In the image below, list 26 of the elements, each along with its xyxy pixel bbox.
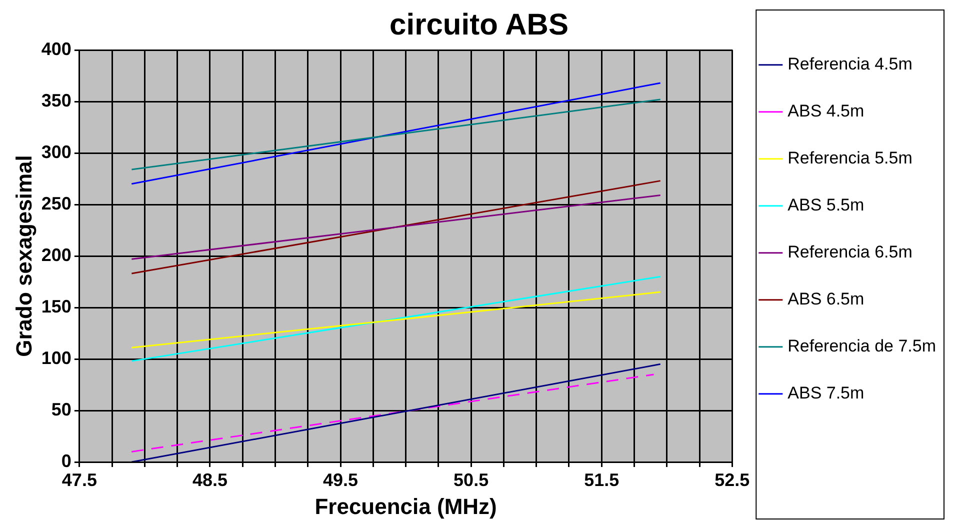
y-axis-title: Grado sexagesimal	[11, 155, 36, 357]
y-tick-label: 50	[51, 399, 72, 420]
y-tick-label: 0	[61, 450, 72, 471]
x-tick-label: 52.5	[714, 470, 750, 490]
legend-label: Referencia 4.5m	[788, 54, 912, 74]
legend-label: ABS 7.5m	[788, 384, 864, 403]
legend-label: ABS 6.5m	[788, 290, 864, 309]
y-tick-label: 250	[41, 193, 72, 214]
legend-label: Referencia 5.5m	[788, 148, 912, 168]
x-tick-label: 51.5	[584, 470, 620, 490]
y-tick-label: 150	[41, 296, 72, 316]
legend-label: ABS 5.5m	[788, 196, 864, 215]
x-tick-label: 48.5	[192, 470, 228, 490]
y-tick-label: 350	[41, 90, 72, 110]
legend-label: Referencia 6.5m	[788, 242, 912, 262]
x-tick-label: 47.5	[62, 470, 97, 490]
x-tick-label: 50.5	[454, 470, 489, 490]
y-tick-label: 400	[41, 38, 72, 59]
chart-title: circuito ABS	[390, 8, 568, 42]
legend-label: Referencia de 7.5m	[788, 336, 936, 356]
y-tick-label: 200	[41, 244, 72, 265]
y-tick-label: 300	[41, 142, 72, 162]
legend-label: ABS 4.5m	[788, 102, 864, 121]
x-tick-label: 49.5	[322, 470, 358, 490]
y-tick-label: 100	[41, 348, 72, 368]
x-axis-title: Frecuencia (MHz)	[314, 494, 497, 519]
